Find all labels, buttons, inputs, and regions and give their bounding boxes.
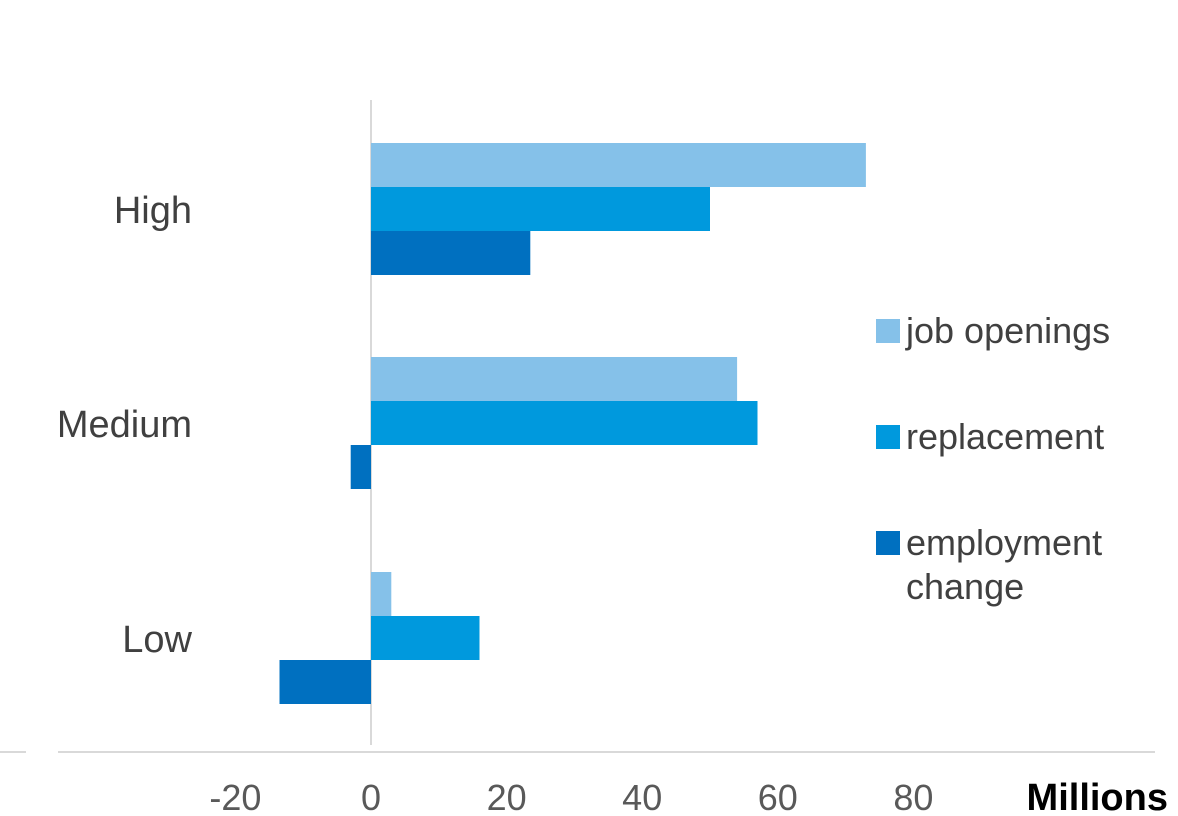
bar-medium-employment-change xyxy=(350,445,371,489)
category-labels: High Medium Low xyxy=(57,190,193,661)
bars xyxy=(279,143,866,704)
bar-low-replacement xyxy=(371,616,480,660)
legend: job openings replacement employment change xyxy=(876,310,1110,607)
category-label-medium: Medium xyxy=(57,404,192,446)
bar-medium-replacement xyxy=(371,401,758,445)
bar-low-employment-change xyxy=(279,660,371,704)
bar-low-job-openings xyxy=(371,572,392,616)
unit-label: Millions xyxy=(1027,777,1168,816)
legend-label-employment-change: employment change xyxy=(906,522,1102,607)
legend-swatch-employment-change xyxy=(876,531,900,555)
bar-high-job-openings xyxy=(371,143,866,187)
category-label-low: Low xyxy=(122,619,192,661)
bar-medium-job-openings xyxy=(371,357,738,401)
x-tick-label: 20 xyxy=(487,777,527,816)
bar-high-employment-change xyxy=(371,231,531,275)
category-label-high: High xyxy=(114,190,192,232)
x-tick-label: -20 xyxy=(209,777,261,816)
x-tick-labels: -20 0 20 40 60 80 xyxy=(209,777,933,816)
legend-swatch-job-openings xyxy=(876,319,900,343)
legend-swatch-replacement xyxy=(876,425,900,449)
x-tick-label: 60 xyxy=(758,777,798,816)
legend-label-replacement: replacement xyxy=(906,416,1104,457)
x-tick-label: 0 xyxy=(361,777,381,816)
legend-label-job-openings: job openings xyxy=(905,310,1110,351)
bar-high-replacement xyxy=(371,187,710,231)
x-tick-label: 80 xyxy=(893,777,933,816)
x-tick-label: 40 xyxy=(622,777,662,816)
